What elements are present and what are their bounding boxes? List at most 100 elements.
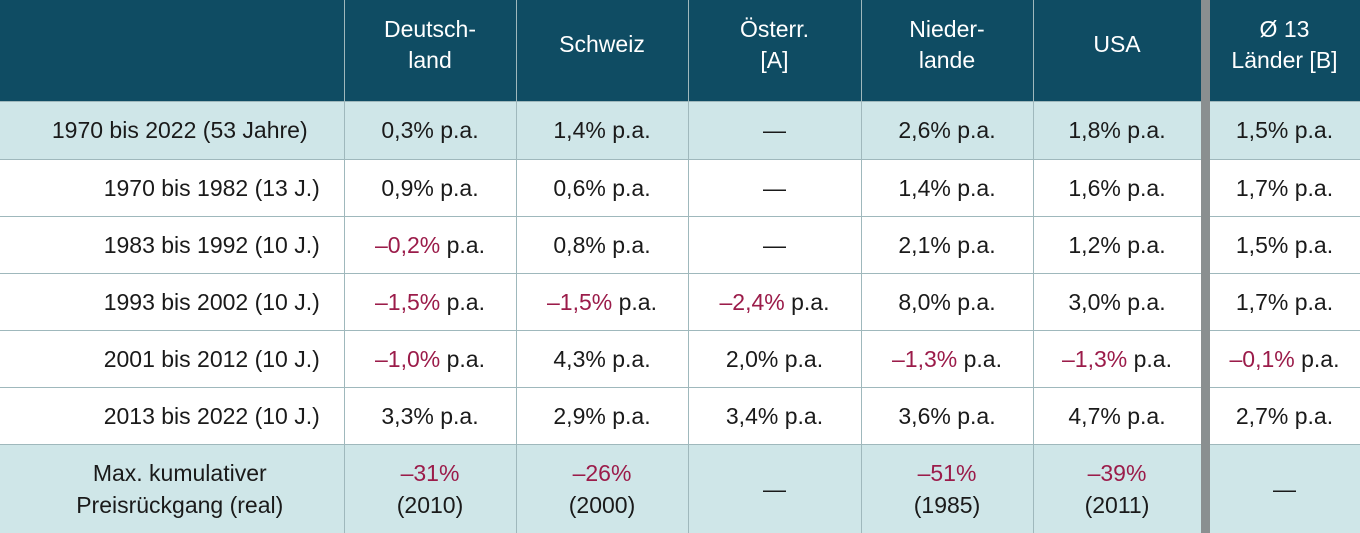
cell-unit: p.a. (434, 175, 479, 201)
cell-value: 1,4% (898, 175, 950, 201)
table-cell: 3,3% p.a. (344, 388, 516, 445)
header-corner (0, 0, 344, 102)
cell-value: –1,5% (547, 289, 612, 315)
table-cell: –0,1% p.a. (1205, 331, 1360, 388)
cell-value: 1,6% (1068, 175, 1120, 201)
table-cell: 0,6% p.a. (516, 160, 688, 217)
cell-value: 0,9% (381, 175, 433, 201)
row-label: 1983 bis 1992 (10 J.) (0, 217, 344, 274)
row-label: 1970 bis 2022 (53 Jahre) (0, 102, 344, 160)
table-row: 2001 bis 2012 (10 J.) –1,0% p.a. 4,3% p.a.… (0, 331, 1360, 388)
cell-value: 2,0% (726, 346, 778, 372)
max-decline-year: (2011) (1085, 492, 1150, 518)
max-decline-value: — (763, 476, 786, 502)
table-row: 1983 bis 1992 (10 J.)–0,2% p.a.0,8% p.a.… (0, 217, 1360, 274)
table-cell: –0,2% p.a. (344, 217, 516, 274)
table-cell: 4,3% p.a. (516, 331, 688, 388)
table-cell: 0,9% p.a. (344, 160, 516, 217)
cell-unit: p.a. (951, 175, 996, 201)
cell-value: –2,4% (720, 289, 785, 315)
cell-value: — (763, 117, 786, 143)
table-cell: 1,4% p.a. (516, 102, 688, 160)
cell-unit: p.a. (1288, 232, 1333, 258)
cell-value: 1,8% (1068, 117, 1120, 143)
cell-unit: p.a. (434, 117, 479, 143)
cell-unit: p.a. (1295, 346, 1340, 372)
cell-value: 0,8% (553, 232, 605, 258)
column-header-deutschland: Deutsch- land (344, 0, 516, 102)
cell-unit: p.a. (1121, 232, 1166, 258)
cell-unit: p.a. (1127, 346, 1172, 372)
row-label: 1970 bis 1982 (13 J.) (0, 160, 344, 217)
cell-unit: p.a. (785, 289, 830, 315)
table-cell: –39% (2011) (1033, 445, 1205, 533)
cell-unit: p.a. (612, 289, 657, 315)
cell-value: 1,7% (1236, 289, 1288, 315)
column-header-oesterreich: Österr. [A] (688, 0, 861, 102)
max-decline-value: –39% (1088, 460, 1147, 486)
cell-value: –0,1% (1230, 346, 1295, 372)
table-cell: 0,3% p.a. (344, 102, 516, 160)
cell-value: 2,1% (898, 232, 950, 258)
table-body: 1970 bis 2022 (53 Jahre)0,3% p.a.1,4% p.… (0, 102, 1360, 533)
cell-unit: p.a. (606, 232, 651, 258)
cell-unit: p.a. (440, 232, 485, 258)
cell-unit: p.a. (1288, 403, 1333, 429)
max-decline-year: (2000) (569, 492, 635, 518)
cell-unit: p.a. (1121, 175, 1166, 201)
cell-unit: p.a. (951, 289, 996, 315)
max-decline-year: (2010) (397, 492, 463, 518)
cell-unit: p.a. (778, 403, 823, 429)
cell-value: –1,0% (375, 346, 440, 372)
cell-stack: –31%(2010) (397, 457, 463, 521)
cell-value: 2,9% (553, 403, 605, 429)
cell-value: 1,5% (1236, 117, 1288, 143)
cell-unit: p.a. (957, 346, 1002, 372)
cell-value: –0,2% (375, 232, 440, 258)
column-header-avg-13-laender: Ø 13 Länder [B] (1205, 0, 1360, 102)
table-cell: — (688, 102, 861, 160)
row-label: Max. kumulativer Preisrückgang (real) (0, 445, 344, 533)
cell-unit: p.a. (1288, 117, 1333, 143)
table-cell: 2,7% p.a. (1205, 388, 1360, 445)
column-header-niederlande: Nieder- lande (861, 0, 1033, 102)
table-cell: –31%(2010) (344, 445, 516, 533)
cell-value: 2,6% (898, 117, 950, 143)
max-decline-value: –26% (573, 460, 632, 486)
table-cell: –2,4% p.a. (688, 274, 861, 331)
cell-value: 0,6% (553, 175, 605, 201)
table-cell: 8,0% p.a. (861, 274, 1033, 331)
cell-value: 4,3% (553, 346, 605, 372)
table-cell: –51%(1985) (861, 445, 1033, 533)
table-row-max-decline: Max. kumulativer Preisrückgang (real) –31… (0, 445, 1360, 533)
header-row: Deutsch- land Schweiz Österr. [A] Nieder… (0, 0, 1360, 102)
table-cell: –1,3% p.a. (1033, 331, 1205, 388)
table-cell: — (688, 445, 861, 533)
cell-unit: p.a. (606, 117, 651, 143)
table-cell: 4,7% p.a. (1033, 388, 1205, 445)
cell-value: 1,2% (1068, 232, 1120, 258)
cell-unit: p.a. (434, 403, 479, 429)
cell-value: 2,7% (1236, 403, 1288, 429)
cell-value: 3,6% (898, 403, 950, 429)
row-label: 1993 bis 2002 (10 J.) (0, 274, 344, 331)
table-cell: — (688, 217, 861, 274)
cell-value: –1,3% (1062, 346, 1127, 372)
cell-value: 1,4% (553, 117, 605, 143)
table-row: 1970 bis 1982 (13 J.)0,9% p.a.0,6% p.a.—… (0, 160, 1360, 217)
cell-unit: p.a. (606, 175, 651, 201)
column-header-usa: USA (1033, 0, 1205, 102)
cell-value: — (763, 232, 786, 258)
cell-unit: p.a. (951, 403, 996, 429)
table-cell: 1,6% p.a. (1033, 160, 1205, 217)
cell-stack: — (1273, 473, 1296, 505)
max-decline-value: — (1273, 476, 1296, 502)
cell-unit: p.a. (778, 346, 823, 372)
cell-value: 3,4% (726, 403, 778, 429)
cell-value: 0,3% (381, 117, 433, 143)
max-decline-year: (1985) (914, 492, 980, 518)
cell-unit: p.a. (1288, 289, 1333, 315)
row-label: 2001 bis 2012 (10 J.) (0, 331, 344, 388)
table-row: 2013 bis 2022 (10 J.)3,3% p.a.2,9% p.a.3… (0, 388, 1360, 445)
